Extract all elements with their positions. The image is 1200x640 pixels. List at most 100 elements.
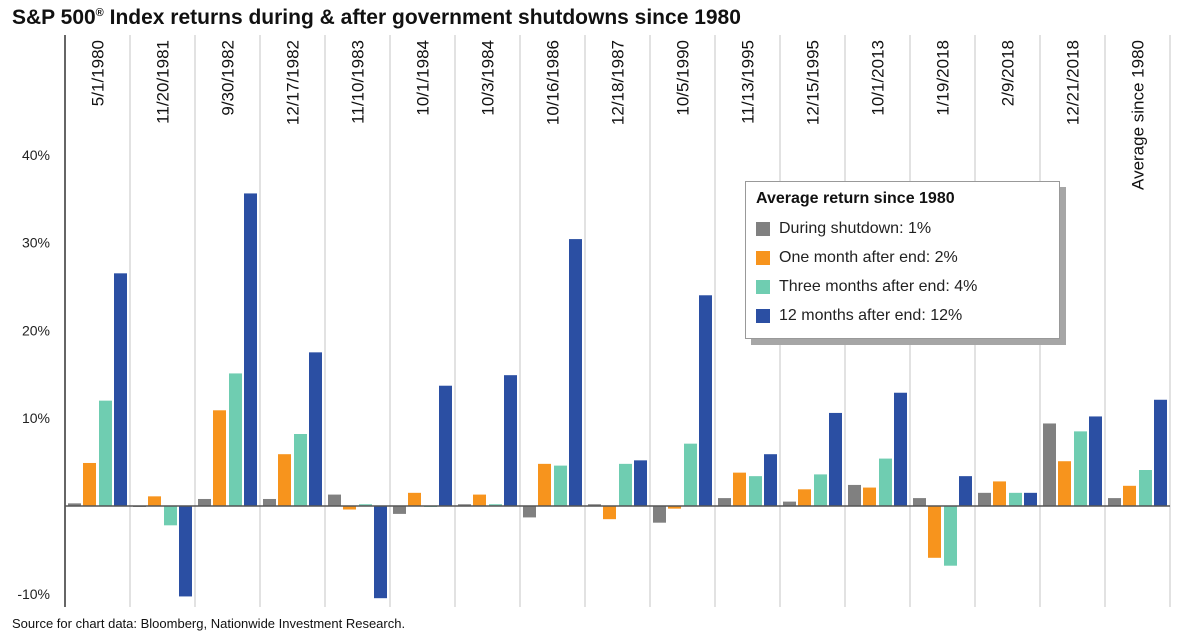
- bar-1-5: [408, 492, 421, 506]
- bar-2-4: [359, 504, 372, 506]
- bar-1-4: [343, 506, 356, 510]
- title-main: S&P 500: [12, 6, 96, 29]
- category-label: 10/1/2013: [869, 40, 888, 116]
- y-tick-label: 10%: [22, 410, 50, 426]
- bar-0-8: [588, 504, 601, 506]
- bar-1-11: [798, 489, 811, 506]
- category-label: 12/15/1995: [804, 40, 823, 125]
- bar-0-15: [1043, 423, 1056, 506]
- bar-1-8: [603, 506, 616, 520]
- bar-2-11: [814, 474, 827, 506]
- legend-swatch: [756, 221, 770, 236]
- bar-3-14: [1024, 492, 1037, 506]
- bar-0-3: [263, 498, 276, 506]
- bar-0-12: [848, 484, 861, 506]
- bar-2-13: [944, 506, 957, 566]
- bar-0-5: [393, 506, 406, 514]
- bar-3-11: [829, 412, 842, 506]
- bar-0-2: [198, 498, 211, 506]
- bar-2-16: [1139, 470, 1152, 506]
- legend-label: 12 months after end: 12%: [779, 306, 963, 324]
- bar-1-2: [213, 410, 226, 506]
- legend-item: Three months after end: 4%: [756, 272, 1049, 301]
- bar-1-10: [733, 472, 746, 506]
- bar-2-15: [1074, 431, 1087, 506]
- category-label: 10/1/1984: [414, 40, 433, 116]
- bar-0-0: [68, 503, 81, 506]
- bar-2-7: [554, 465, 567, 506]
- bar-1-14: [993, 481, 1006, 506]
- category-label: 12/21/2018: [1064, 40, 1083, 125]
- bar-2-0: [99, 400, 112, 506]
- y-tick-label: 20%: [22, 322, 50, 338]
- legend-label: Three months after end: 4%: [779, 277, 978, 295]
- category-label: 11/10/1983: [349, 40, 368, 124]
- title-registered-mark: ®: [95, 7, 104, 19]
- legend-items: During shutdown: 1% One month after end: …: [756, 214, 1049, 330]
- bar-2-2: [229, 373, 242, 506]
- bar-3-4: [374, 506, 387, 599]
- bar-2-6: [489, 504, 502, 506]
- bar-1-6: [473, 494, 486, 506]
- legend-item: One month after end: 2%: [756, 243, 1049, 272]
- bar-2-1: [164, 506, 177, 526]
- bar-2-9: [684, 443, 697, 506]
- bar-1-15: [1058, 461, 1071, 506]
- bar-2-12: [879, 458, 892, 506]
- bar-0-14: [978, 492, 991, 506]
- category-label: 11/13/1995: [739, 40, 758, 124]
- bar-1-13: [928, 506, 941, 558]
- bar-1-0: [83, 462, 96, 506]
- bar-1-16: [1123, 485, 1136, 506]
- bar-0-11: [783, 501, 796, 506]
- bar-0-9: [653, 506, 666, 523]
- bar-1-1: [148, 496, 161, 506]
- legend: Average return since 1980 During shutdow…: [745, 181, 1060, 339]
- bar-3-5: [439, 385, 452, 506]
- bar-3-12: [894, 392, 907, 506]
- legend-item: During shutdown: 1%: [756, 214, 1049, 243]
- bar-3-15: [1089, 416, 1102, 506]
- bar-1-12: [863, 487, 876, 506]
- bar-3-10: [764, 454, 777, 506]
- chart-title: S&P 500® Index returns during & after go…: [12, 6, 741, 30]
- title-rest: Index returns during & after government …: [103, 6, 741, 29]
- legend-label: One month after end: 2%: [779, 248, 958, 266]
- bar-1-3: [278, 454, 291, 506]
- category-label: 2/9/2018: [999, 40, 1018, 106]
- y-tick-label: -10%: [17, 586, 50, 602]
- bar-2-8: [619, 463, 632, 506]
- bar-3-6: [504, 375, 517, 506]
- bar-2-3: [294, 434, 307, 506]
- bar-1-9: [668, 506, 681, 509]
- category-label: 9/30/1982: [219, 40, 238, 116]
- category-label: 12/17/1982: [284, 40, 303, 125]
- legend-swatch: [756, 250, 770, 265]
- bar-2-14: [1009, 492, 1022, 506]
- bar-3-2: [244, 193, 257, 506]
- category-label: 10/5/1990: [674, 40, 693, 116]
- category-label: 10/16/1986: [544, 40, 563, 125]
- bar-3-9: [699, 295, 712, 506]
- bar-3-16: [1154, 399, 1167, 506]
- category-label: 11/20/1981: [154, 40, 173, 124]
- bar-0-10: [718, 498, 731, 506]
- category-label: 12/18/1987: [609, 40, 628, 125]
- bar-0-4: [328, 494, 341, 506]
- legend-title: Average return since 1980: [756, 190, 955, 207]
- legend-swatch: [756, 308, 770, 323]
- bar-3-1: [179, 506, 192, 597]
- category-label: 1/19/2018: [934, 40, 953, 116]
- legend-item: 12 months after end: 12%: [756, 301, 1049, 330]
- bar-2-10: [749, 476, 762, 506]
- bar-1-7: [538, 463, 551, 506]
- legend-label: During shutdown: 1%: [779, 219, 932, 237]
- y-tick-label: 40%: [22, 147, 50, 163]
- bar-3-3: [309, 352, 322, 506]
- bar-3-7: [569, 239, 582, 506]
- bar-3-13: [959, 476, 972, 506]
- category-label: 5/1/1980: [89, 40, 108, 106]
- bar-3-8: [634, 460, 647, 506]
- bar-0-6: [458, 504, 471, 506]
